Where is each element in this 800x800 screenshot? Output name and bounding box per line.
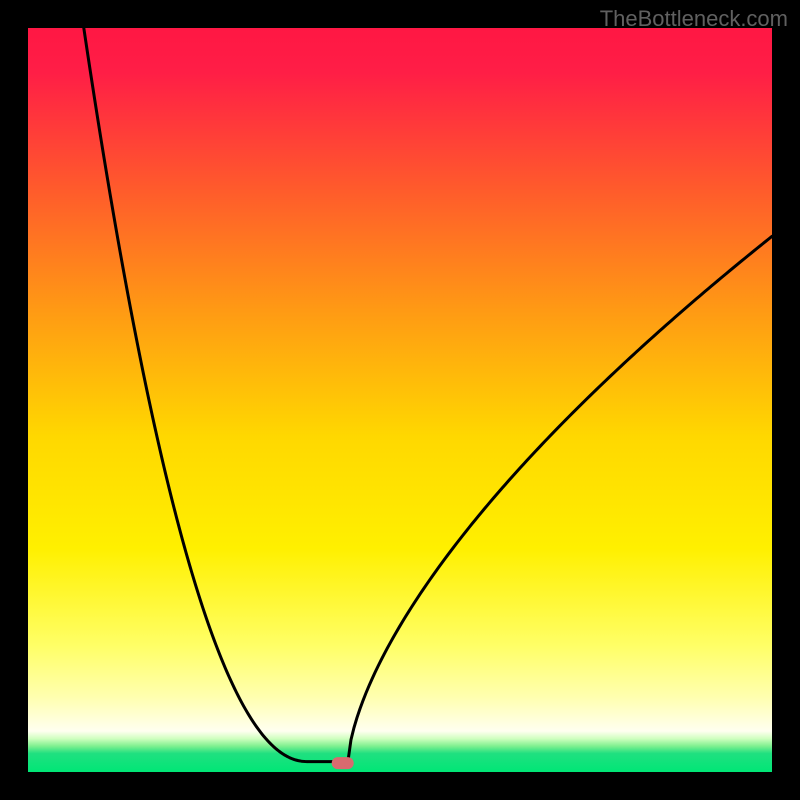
plot-area [28, 28, 772, 772]
chart-root: TheBottleneck.com [0, 0, 800, 800]
gradient-background [28, 28, 772, 772]
optimum-marker [332, 757, 354, 769]
bottleneck-curve-chart [28, 28, 772, 772]
